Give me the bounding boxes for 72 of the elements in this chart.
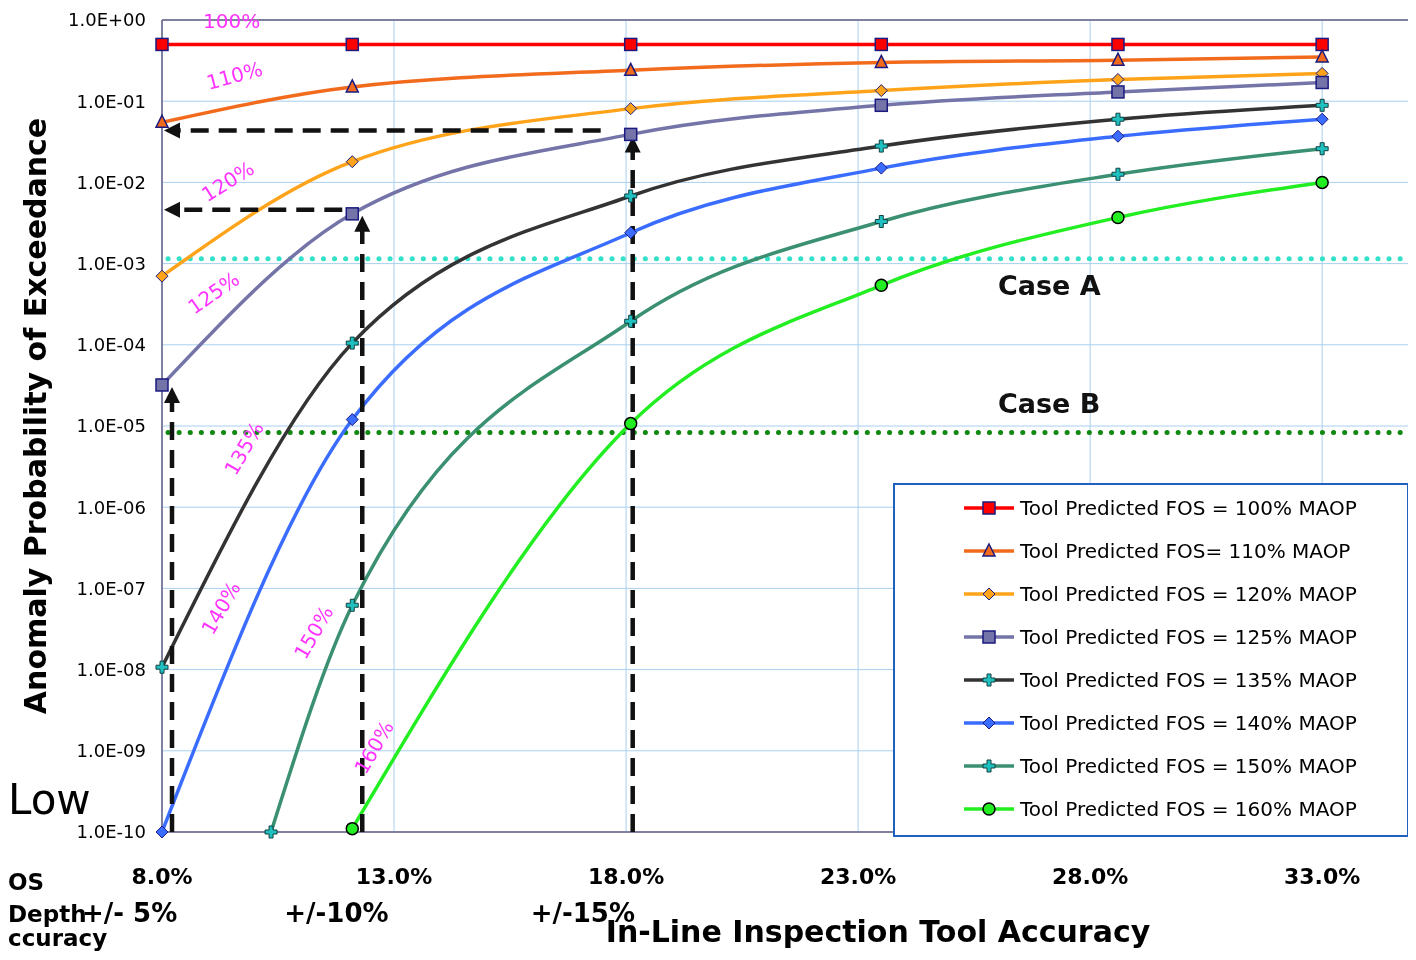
point — [1315, 98, 1329, 112]
point — [1111, 85, 1125, 99]
text: Low — [8, 775, 91, 824]
y-tick-label: 1.0E-08 — [76, 658, 146, 680]
point — [1111, 112, 1125, 126]
point — [623, 37, 638, 52]
point — [874, 98, 889, 113]
y-tick-label: 1.0E-10 — [76, 821, 146, 843]
point — [1111, 37, 1125, 52]
point — [1315, 49, 1329, 63]
point — [1111, 52, 1125, 66]
y-tick-label: 1.0E-04 — [76, 334, 146, 356]
x-tick-label: 33.0% — [1283, 864, 1361, 889]
point — [623, 62, 638, 77]
y-tick-label: 1.0E-07 — [76, 577, 146, 599]
point — [874, 84, 888, 98]
y-tick-label: 1.0E-02 — [76, 171, 146, 193]
point — [155, 660, 169, 674]
point — [345, 336, 359, 350]
point — [624, 189, 638, 203]
y-tick-label: 1.0E-05 — [76, 415, 146, 437]
point — [155, 378, 169, 392]
x-tick-label: 8.0% — [131, 864, 193, 889]
ref-line-label: Case A — [998, 269, 1101, 301]
point — [874, 161, 888, 175]
text: OS — [8, 869, 45, 895]
point — [345, 413, 359, 427]
point — [874, 54, 889, 69]
y-tick-label: 1.0E-01 — [76, 90, 146, 112]
point — [155, 114, 169, 129]
legend-label: Tool Predicted FOS = 100% MAOP — [1019, 496, 1357, 520]
y-tick-label: 1.0E-03 — [76, 252, 146, 274]
x-tick-label: 18.0% — [587, 864, 665, 889]
point — [624, 102, 638, 116]
point — [874, 139, 888, 153]
legend-label: Tool Predicted FOS = 125% MAOP — [1019, 625, 1357, 649]
point — [1111, 210, 1125, 225]
point — [874, 37, 889, 52]
point — [874, 278, 889, 293]
y-axis-title: Anomaly Probability of Exceedance — [18, 117, 53, 715]
point — [345, 79, 360, 93]
point — [155, 269, 169, 283]
point — [1111, 73, 1125, 87]
point — [1315, 112, 1329, 126]
annotation: 110% — [203, 56, 266, 95]
text: +/-10% — [284, 898, 389, 928]
point — [1111, 129, 1125, 143]
legend-label: Tool Predicted FOS = 120% MAOP — [1019, 582, 1357, 606]
point — [345, 155, 359, 169]
point — [1315, 75, 1329, 90]
y-tick-label: 1.0E+00 — [68, 9, 146, 31]
point — [623, 127, 638, 142]
point — [623, 416, 638, 431]
point — [624, 226, 638, 240]
point — [345, 207, 360, 221]
legend-label: Tool Predicted FOS = 160% MAOP — [1019, 797, 1357, 821]
legend-label: Tool Predicted FOS= 110% MAOP — [1019, 539, 1351, 563]
legend-label: Tool Predicted FOS = 140% MAOP — [1019, 711, 1357, 735]
ref-line-label: Case B — [998, 387, 1101, 419]
point — [1315, 37, 1329, 52]
x-tick-label: 13.0% — [355, 864, 433, 889]
legend-label: Tool Predicted FOS = 135% MAOP — [1019, 668, 1357, 692]
point — [345, 821, 360, 836]
x-tick-label: 23.0% — [819, 864, 897, 889]
y-tick-label: 1.0E-06 — [76, 496, 146, 518]
point — [155, 37, 169, 52]
y-tick-label: 1.0E-09 — [76, 740, 146, 762]
x-tick-label: 28.0% — [1051, 864, 1129, 889]
point — [345, 37, 360, 52]
point — [155, 825, 169, 839]
point — [1315, 175, 1329, 190]
legend-label: Tool Predicted FOS = 150% MAOP — [1019, 754, 1357, 778]
